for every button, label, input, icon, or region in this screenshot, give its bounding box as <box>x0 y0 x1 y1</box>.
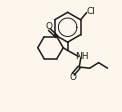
Text: Cl: Cl <box>86 7 95 16</box>
Text: NH: NH <box>75 52 89 60</box>
Text: O: O <box>69 73 76 82</box>
Text: O: O <box>45 22 52 31</box>
